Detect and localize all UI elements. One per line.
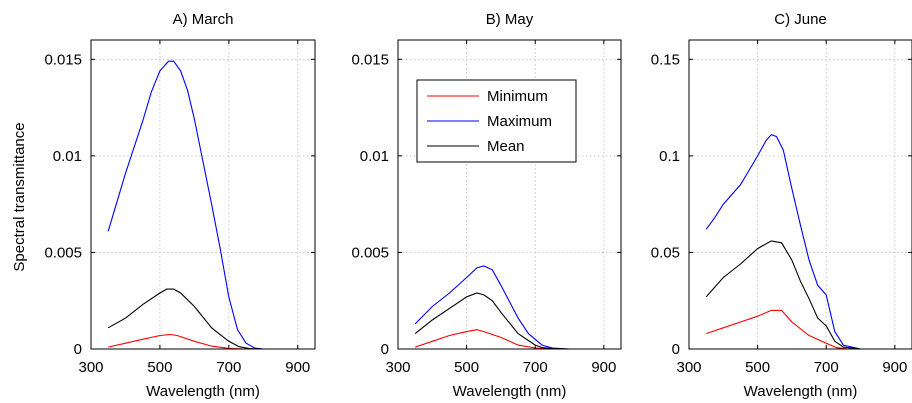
x-tick-label: 700 — [216, 359, 241, 376]
y-tick-label: 0 — [672, 341, 680, 358]
y-tick-label: 0.01 — [53, 148, 82, 165]
y-tick-label: 0 — [381, 341, 389, 358]
legend-label-maximum: Maximum — [487, 113, 552, 130]
panel-title: C) June — [774, 11, 827, 28]
x-tick-label: 500 — [745, 359, 770, 376]
plot-frame — [90, 39, 316, 350]
y-tick-label: 0.015 — [351, 51, 389, 68]
figure-ylabel: Spectral transmittance — [11, 122, 28, 271]
x-axis-label: Wavelength (nm) — [453, 383, 567, 400]
x-tick-label: 900 — [882, 359, 907, 376]
x-tick-label: 300 — [385, 359, 410, 376]
series-line-minimum — [706, 309, 902, 350]
x-tick-label: 700 — [814, 359, 839, 376]
series-line-maximum — [414, 265, 604, 350]
legend: Minimum Maximum Mean — [416, 79, 577, 163]
y-tick-label: 0.15 — [651, 51, 680, 68]
series-line-mean — [705, 240, 902, 350]
y-tick-label: 0.1 — [659, 148, 680, 165]
series-line-maximum — [107, 60, 305, 350]
x-tick-label: 500 — [454, 359, 479, 376]
plot-frame — [688, 39, 912, 350]
x-tick-label: 300 — [676, 359, 701, 376]
legend-label-mean: Mean — [487, 138, 525, 155]
y-tick-label: 0 — [74, 341, 82, 358]
x-tick-label: 300 — [78, 359, 103, 376]
panel-title: B) May — [486, 11, 534, 28]
x-tick-label: 700 — [523, 359, 548, 376]
y-tick-label: 0.01 — [360, 148, 389, 165]
series-line-minimum — [108, 333, 305, 350]
y-tick-label: 0.015 — [44, 51, 82, 68]
plot-frame — [397, 39, 622, 350]
x-axis-label: Wavelength (nm) — [146, 383, 260, 400]
panel-2: 300 500 700 900 0 0.005 0.01 0.015 B) May Wavelen… — [351, 11, 622, 400]
x-tick-label: 900 — [285, 359, 310, 376]
panel-title: A) March — [173, 11, 234, 28]
x-tick-label: 900 — [591, 359, 616, 376]
panel-1: 300 500 700 900 0 0.005 0.01 0.015 A) March Wavel… — [44, 11, 316, 400]
y-tick-label: 0.05 — [651, 244, 680, 261]
series-line-maximum — [705, 133, 902, 350]
y-tick-label: 0.005 — [44, 244, 82, 261]
series-line-minimum — [415, 329, 604, 350]
panels: 300 500 700 900 0 0.005 0.01 0.015 A) March Wavel… — [44, 11, 912, 400]
panel-3: 300 500 700 900 0 0.05 0.1 0.15 C) June Wavelengt… — [651, 11, 912, 400]
x-axis-label: Wavelength (nm) — [744, 383, 858, 400]
x-tick-label: 500 — [147, 359, 172, 376]
y-tick-label: 0.005 — [351, 244, 389, 261]
legend-label-minimum: Minimum — [487, 88, 548, 105]
